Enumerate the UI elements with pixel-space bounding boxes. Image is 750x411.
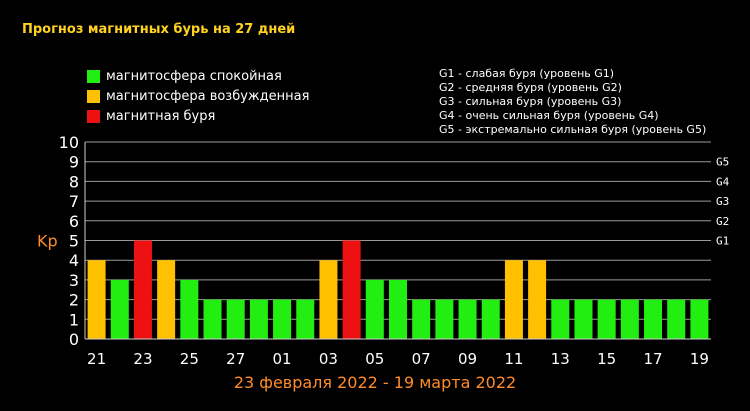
bar	[667, 299, 686, 339]
g-tick-label: G3	[716, 195, 729, 208]
bar	[249, 299, 268, 339]
date-range: 23 февраля 2022 - 19 марта 2022	[233, 373, 517, 392]
bar	[620, 299, 639, 339]
y-tick-label: 7	[69, 192, 79, 211]
y-tick-label: 8	[69, 172, 79, 191]
bar	[133, 240, 152, 339]
x-tick-label: 13	[551, 350, 570, 368]
legend-label-calm: магнитосфера спокойная	[106, 69, 282, 84]
bar	[481, 299, 500, 339]
x-tick-label: 01	[273, 350, 292, 368]
bar	[296, 299, 315, 339]
g-tick-label: G1	[716, 235, 729, 248]
g-legend-item: G5 - экстремально сильная буря (уровень …	[439, 123, 707, 136]
x-tick-label: 09	[458, 350, 477, 368]
g-tick-label: G4	[716, 175, 730, 188]
bar	[319, 260, 338, 339]
g-legend-item: G2 - средняя буря (уровень G2)	[439, 81, 622, 94]
bar	[690, 299, 709, 339]
legend-swatch-storm	[87, 110, 100, 123]
x-tick-label: 27	[226, 350, 245, 368]
bar	[574, 299, 593, 339]
x-tick-label: 11	[504, 350, 523, 368]
legend-label-storm: магнитная буря	[106, 109, 216, 124]
bar	[551, 299, 570, 339]
y-tick-label: 0	[69, 330, 79, 349]
x-tick-label: 07	[412, 350, 431, 368]
bar	[528, 260, 547, 339]
legend-swatch-excited	[87, 90, 100, 103]
bar	[87, 260, 106, 339]
y-axis-label: Kp	[37, 232, 58, 251]
x-tick-label: 03	[319, 350, 338, 368]
bar	[458, 299, 477, 339]
y-tick-label: 10	[59, 133, 79, 152]
bar	[597, 299, 616, 339]
g-tick-label: G5	[716, 156, 729, 169]
y-tick-label: 3	[69, 271, 79, 290]
x-tick-label: 19	[690, 350, 709, 368]
g-scale-legend: G1 - слабая буря (уровень G1) G2 - средн…	[439, 67, 706, 137]
bar	[226, 299, 245, 339]
bar	[644, 299, 663, 339]
bar	[157, 260, 176, 339]
bar	[365, 279, 384, 339]
bar	[342, 240, 361, 339]
bar	[389, 279, 407, 339]
bar	[412, 299, 431, 339]
g-legend-item: G4 - очень сильная буря (уровень G4)	[439, 109, 659, 122]
y-tick-label: 4	[69, 251, 79, 270]
y-tick-label: 2	[69, 291, 79, 310]
x-tick-label: 15	[597, 350, 616, 368]
legend-swatch-calm	[87, 70, 100, 83]
legend-item-excited: магнитосфера возбужденная	[87, 89, 309, 104]
y-tick-label: 1	[69, 310, 79, 329]
x-tick-label: 17	[643, 350, 662, 368]
legend-label-excited: магнитосфера возбужденная	[106, 89, 310, 104]
bar	[180, 279, 199, 339]
g-tick-label: G2	[716, 215, 729, 228]
bar	[110, 279, 129, 339]
bar	[504, 260, 523, 339]
x-tick-label: 21	[87, 350, 106, 368]
bar	[273, 299, 292, 339]
g-legend-item: G3 - сильная буря (уровень G3)	[439, 95, 622, 108]
g-legend-item: G1 - слабая буря (уровень G1)	[439, 67, 615, 80]
x-tick-label: 05	[365, 350, 384, 368]
chart-title: Прогноз магнитных бурь на 27 дней	[22, 22, 296, 37]
x-tick-label: 23	[133, 350, 152, 368]
legend-item-calm: магнитосфера спокойная	[87, 69, 282, 84]
y-tick-label: 6	[69, 212, 79, 231]
legend-item-storm: магнитная буря	[87, 109, 215, 124]
bar	[203, 299, 222, 339]
y-tick-label: 5	[69, 232, 79, 251]
y-tick-label: 9	[69, 153, 79, 172]
x-tick-label: 25	[180, 350, 199, 368]
bar	[435, 299, 454, 339]
